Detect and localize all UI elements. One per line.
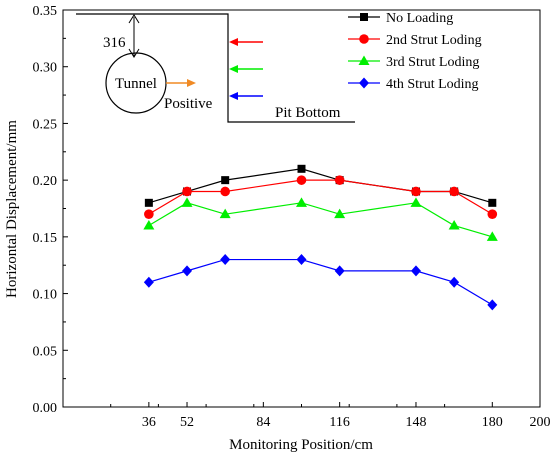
legend-marker (360, 13, 368, 21)
data-point (220, 254, 231, 266)
legend: No Loading 2nd Strut Loding 3rd Strut Lodi… (348, 11, 482, 92)
x-tick-label: 84 (256, 415, 270, 430)
series-line (148, 179, 493, 215)
positive-label: Positive (164, 96, 213, 112)
legend-entry: 3rd Strut Loding (348, 55, 479, 70)
data-point (449, 276, 460, 288)
series-layer (143, 164, 498, 311)
legend-marker (358, 55, 370, 65)
data-point (334, 265, 345, 277)
data-point (297, 164, 306, 173)
data-point (296, 175, 307, 185)
data-point (144, 209, 154, 219)
data-point (143, 276, 154, 288)
y-tick-label: 0.10 (33, 288, 58, 303)
data-point (220, 186, 230, 197)
legend-marker (359, 77, 369, 89)
data-point (449, 186, 459, 197)
legend-label: 4th Strut Loding (386, 77, 479, 92)
data-point (487, 209, 498, 219)
series-1 (144, 164, 497, 207)
legend-entry: No Loading (348, 11, 453, 26)
data-point (448, 220, 460, 230)
data-point (296, 197, 307, 207)
x-tick-label: 116 (329, 415, 349, 430)
x-tick-label: 180 (482, 415, 503, 430)
legend-entry: 2nd Strut Loding (348, 33, 482, 48)
data-point (488, 198, 497, 207)
series-2 (144, 175, 498, 219)
y-tick-label: 0.25 (33, 117, 58, 132)
legend-entry: 4th Strut Loding (348, 77, 479, 92)
data-point (410, 197, 422, 207)
data-point (487, 299, 498, 311)
y-tick-label: 0.15 (33, 231, 58, 246)
data-point (410, 265, 421, 277)
data-point (334, 175, 345, 185)
data-point (144, 198, 153, 207)
y-tick-label: 0.35 (33, 4, 58, 19)
data-point (221, 176, 230, 185)
series-line (148, 202, 493, 238)
data-point (486, 231, 498, 241)
y-axis-title: Horizontal Displacement/mm (4, 120, 20, 298)
legend-label: 3rd Strut Loding (386, 55, 479, 70)
legend-marker (359, 34, 369, 44)
inset-schematic: 316 Tunnel Positive Pit Bottom (76, 13, 355, 123)
x-tick-label: 36 (142, 415, 156, 430)
y-tick-label: 0.20 (33, 174, 58, 189)
legend-label: 2nd Strut Loding (386, 33, 482, 48)
legend-label: No Loading (386, 11, 453, 26)
data-point (182, 186, 192, 197)
x-tick-label: 52 (180, 415, 194, 430)
blue-arrow-head (229, 92, 238, 100)
y-tick-label: 0.00 (33, 401, 58, 416)
data-point (411, 186, 421, 197)
series-line (148, 168, 493, 204)
data-point (334, 208, 346, 219)
positive-arrow-head (187, 79, 196, 87)
series-3 (143, 197, 498, 241)
x-tick-label: 148 (405, 415, 426, 430)
series-4 (143, 254, 498, 311)
series-line (148, 258, 493, 306)
depth-arrow-top (128, 14, 140, 24)
axes: 0.00 0.05 0.10 0.15 0.20 0.25 0.30 0.35 36 52 84 11… (33, 4, 550, 430)
depth-arrow-bottom (128, 48, 140, 58)
data-point (143, 220, 155, 230)
ground-line (76, 13, 355, 123)
tunnel-label: Tunnel (115, 76, 157, 92)
data-point (296, 254, 307, 266)
y-tick-label: 0.05 (33, 344, 58, 359)
data-point (182, 265, 193, 277)
x-axis-title: Monitoring Position/cm (229, 437, 373, 453)
y-tick-label: 0.30 (33, 61, 58, 76)
red-arrow-head (229, 38, 238, 46)
data-point (181, 197, 193, 207)
data-point (219, 208, 231, 219)
depth-label: 316 (103, 35, 126, 51)
pit-bottom-label: Pit Bottom (275, 105, 341, 121)
green-arrow-head (229, 65, 238, 73)
x-tick-label: 200 (530, 415, 550, 430)
